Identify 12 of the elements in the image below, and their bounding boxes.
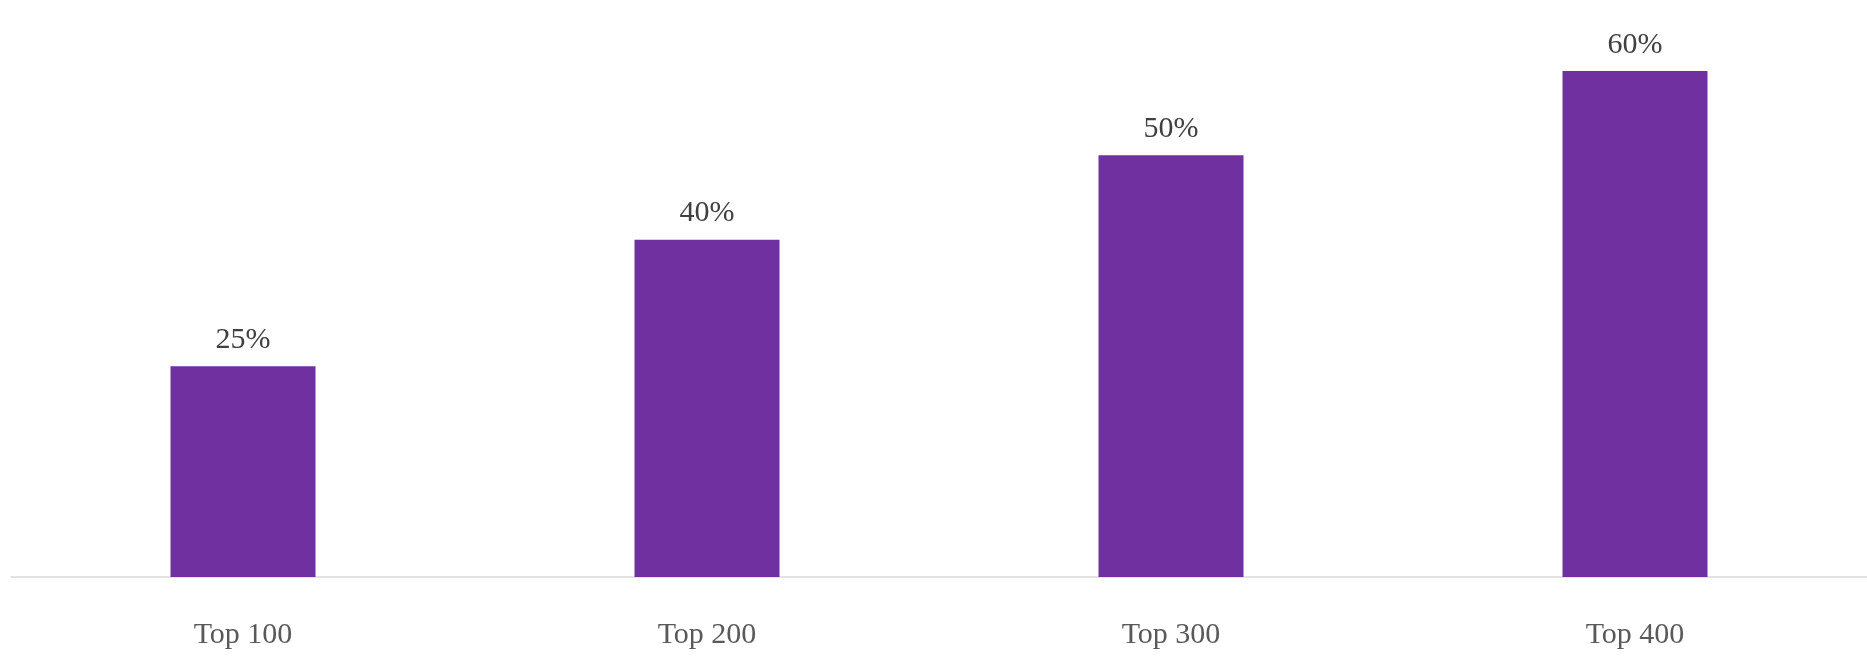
bar [634, 239, 780, 577]
x-tick-label: Top 300 [1121, 615, 1221, 649]
x-tick-label: Top 100 [193, 615, 293, 649]
data-label: 40% [679, 194, 735, 228]
bar [1098, 155, 1244, 577]
data-label: 25% [215, 320, 271, 354]
x-tick-label: Top 200 [657, 615, 757, 649]
bar [170, 366, 316, 577]
data-label: 60% [1607, 25, 1663, 59]
x-tick-label: Top 400 [1585, 615, 1685, 649]
data-label: 50% [1143, 109, 1199, 143]
bar [1562, 71, 1708, 577]
